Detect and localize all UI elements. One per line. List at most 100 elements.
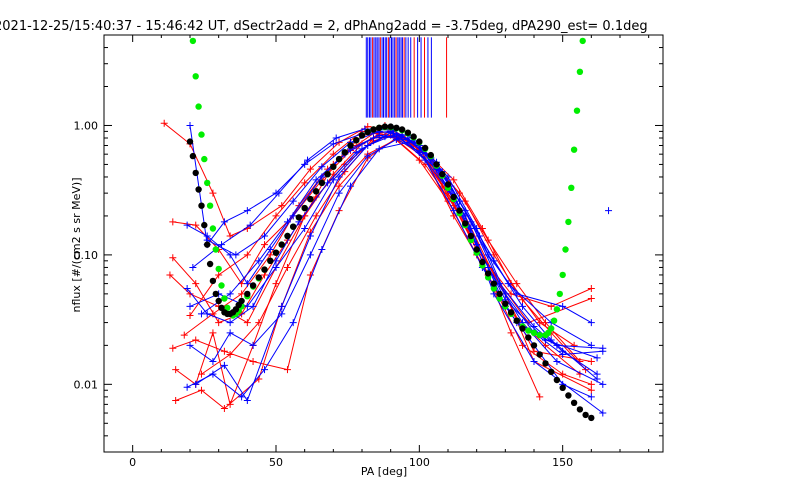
fit-point (444, 181, 452, 188)
blue-data-point (332, 134, 340, 142)
blue-data-point (275, 189, 283, 197)
fit-point (479, 258, 486, 266)
blue-data-point (530, 358, 538, 366)
y-axis-label: nflux [#/(cm2 s sr MeV)] (70, 178, 83, 313)
model-point (201, 155, 208, 163)
model-point (195, 103, 202, 110)
blue-data-point (192, 380, 200, 388)
fit-point (473, 246, 480, 253)
red-data-point (341, 168, 349, 176)
chart-title: 2021-12-25/15:40:37 - 15:46:42 UT, dSect… (0, 19, 648, 34)
top-ticks (365, 37, 448, 118)
red-data-point (238, 290, 246, 298)
fit-point (353, 137, 360, 144)
red-data-point (587, 380, 595, 388)
fit-point (295, 214, 303, 221)
x-tick-label: 50 (269, 456, 283, 469)
model-point (556, 290, 563, 298)
fit-point (186, 138, 194, 145)
fit-point (318, 179, 326, 187)
red-data-point (306, 271, 314, 279)
red-data-point (484, 236, 492, 244)
blue-data-point (335, 173, 343, 181)
blue-data-point (183, 221, 191, 229)
model-point (573, 107, 581, 114)
blue-data-point (186, 121, 194, 129)
isolated-data-point (605, 207, 613, 215)
fit-point (570, 399, 578, 406)
fit-point (212, 290, 219, 298)
fit-point (381, 123, 389, 130)
red-data-point (536, 393, 544, 401)
fit-point (542, 360, 549, 367)
red-data-point (587, 386, 595, 394)
model-point (218, 282, 225, 289)
fit-point (439, 171, 446, 178)
model-point (579, 37, 586, 45)
blue-data-point (261, 366, 269, 374)
blue-data-point (450, 207, 458, 215)
model-point (548, 325, 555, 332)
fit-point (502, 300, 509, 307)
fit-point (347, 142, 354, 149)
model-point (198, 131, 205, 138)
fit-point (507, 309, 515, 316)
red-data-point (209, 329, 217, 337)
model-point (206, 202, 214, 209)
blue-data-point (289, 319, 297, 327)
fit-point (519, 325, 526, 332)
model-point (525, 327, 532, 334)
x-axis-label: PA [deg] (361, 465, 407, 478)
red-data-point (197, 386, 205, 394)
blue-data-point (504, 280, 512, 288)
red-data-point (249, 358, 257, 366)
fit-point (198, 202, 205, 209)
blue-series-line (189, 132, 598, 359)
series-layer (160, 119, 613, 417)
model-point (559, 271, 566, 279)
fit-point (576, 406, 584, 413)
red-data-point (587, 285, 595, 292)
fit-point (312, 188, 320, 195)
model-point (570, 146, 578, 153)
fit-point (421, 144, 429, 152)
red-data-point (450, 176, 458, 184)
blue-data-point (559, 302, 567, 310)
red-data-point (559, 370, 567, 378)
red-data-point (192, 221, 200, 229)
blue-data-point (272, 263, 280, 271)
blue-data-point (599, 409, 607, 417)
red-data-point (166, 271, 174, 279)
blue-data-point (593, 370, 601, 378)
red-data-point (261, 241, 269, 249)
blue-series-line (189, 125, 603, 356)
blue-data-point (559, 347, 567, 355)
blue-data-point (272, 257, 280, 265)
blue-data-point (347, 182, 355, 190)
blue-data-point (421, 156, 429, 164)
red-data-point (180, 331, 188, 339)
fit-point (450, 193, 457, 201)
blue-data-point (261, 232, 269, 240)
fit-point (565, 392, 572, 399)
blue-data-point (312, 176, 320, 184)
red-data-point (192, 336, 200, 344)
model-point (490, 285, 498, 292)
fit-point (530, 342, 538, 349)
blue-data-point (335, 189, 343, 197)
fit-point (278, 241, 285, 248)
fit-point (536, 351, 543, 358)
blue-series-line (201, 134, 592, 324)
blue-data-point (587, 319, 595, 327)
blue-data-point (324, 179, 332, 187)
blue-data-point (186, 341, 194, 349)
red-data-point (172, 366, 180, 374)
model-point (189, 37, 197, 45)
red-data-point (243, 251, 251, 259)
blue-data-point (304, 156, 312, 164)
red-data-point (283, 366, 291, 374)
model-point (568, 184, 575, 191)
model-point (530, 329, 538, 336)
fit-point (272, 249, 280, 256)
fit-point (427, 151, 434, 159)
